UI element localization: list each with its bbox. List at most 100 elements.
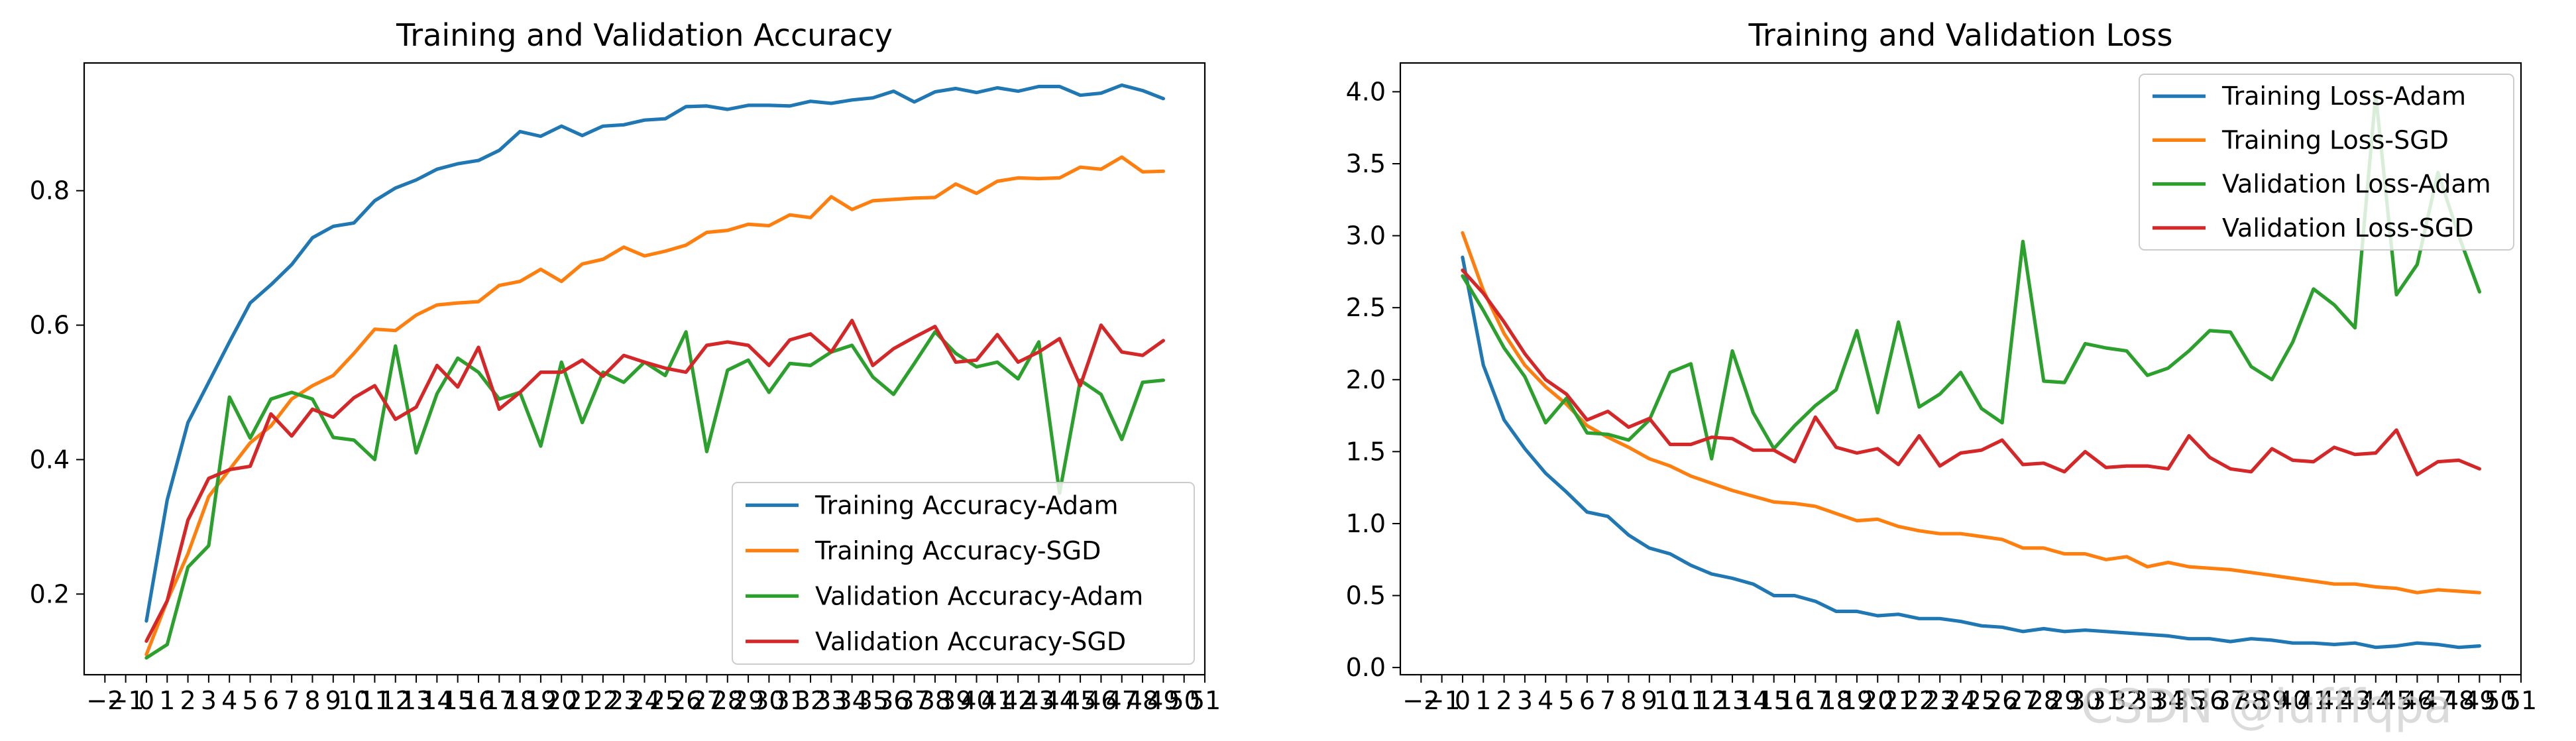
y-tick-label: 0.6 [30, 311, 70, 340]
x-tick-label: 17 [483, 686, 515, 715]
chart-title: Training and Validation Loss [1748, 17, 2173, 53]
x-tick-label: 43 [2339, 686, 2371, 715]
x-tick-label: 2 [180, 686, 196, 715]
x-tick-label: 4 [1538, 686, 1553, 715]
x-tick-label: 5 [1558, 686, 1574, 715]
x-tick-label: 51 [1189, 686, 1221, 715]
x-tick-label: 10 [1654, 686, 1686, 715]
x-tick-label: 7 [284, 686, 300, 715]
y-tick-label: 0.4 [30, 445, 70, 474]
x-tick-label: 22 [1903, 686, 1935, 715]
x-tick-label: 50 [1168, 686, 1200, 715]
y-tick-label: 0.0 [1346, 653, 1386, 682]
watermark: CSDN @lufffqpa [2081, 679, 2452, 734]
x-tick-label: 11 [359, 686, 390, 715]
x-tick-label: 12 [380, 686, 412, 715]
x-tick-label: 2 [1496, 686, 1512, 715]
x-tick-label: 30 [2069, 686, 2101, 715]
x-tick-label: −2 [1402, 686, 1439, 715]
x-tick-label: 41 [2298, 686, 2329, 715]
accuracy-chart: Training and Validation Accuracy−2−10 1 2 3… [30, 17, 1221, 715]
x-tick-label: 34 [2152, 686, 2184, 715]
x-tick-label: 10 [338, 686, 370, 715]
x-tick-label: 48 [1127, 686, 1158, 715]
x-tick-label: 36 [877, 686, 909, 715]
series-line-4 [144, 318, 1166, 643]
x-tick-label: 20 [545, 686, 577, 715]
x-tick-label: 23 [608, 686, 640, 715]
legend-box [2139, 74, 2514, 251]
x-tick-label: 25 [1966, 686, 1997, 715]
y-tick-label: 1.5 [1346, 437, 1386, 466]
x-tick-label: 1 [1475, 686, 1491, 715]
x-tick-label: −1 [107, 686, 144, 715]
x-tick-label: 31 [2090, 686, 2122, 715]
x-tick-label: 38 [2235, 686, 2267, 715]
x-tick-label: 31 [774, 686, 806, 715]
x-tick-label: 17 [1799, 686, 1831, 715]
legend-label: Validation Loss-SGD [2222, 213, 2474, 243]
x-tick-label: 49 [2463, 686, 2495, 715]
x-tick-label: 28 [712, 686, 744, 715]
x-tick-label: 44 [1044, 686, 1076, 715]
x-tick-label: 46 [2401, 686, 2433, 715]
x-tick-label: 39 [940, 686, 972, 715]
x-tick-label: 21 [1882, 686, 1914, 715]
x-tick-label: 24 [1944, 686, 1976, 715]
x-tick-label: 37 [2214, 686, 2246, 715]
x-tick-label: 35 [2173, 686, 2205, 715]
y-tick-label: 3.5 [1346, 149, 1386, 178]
x-tick-label: 18 [1820, 686, 1852, 715]
legend-label: Training Loss-Adam [2221, 82, 2466, 111]
x-tick-label: 9 [325, 686, 341, 715]
x-tick-label: 42 [2318, 686, 2350, 715]
x-tick-label: 23 [1924, 686, 1956, 715]
x-tick-label: 5 [242, 686, 258, 715]
y-tick-label: 1.0 [1346, 509, 1386, 538]
legend-label: Training Accuracy-Adam [814, 490, 1118, 520]
x-tick-label: 25 [649, 686, 681, 715]
legend-label: Validation Accuracy-SGD [815, 627, 1126, 656]
legend-label: Training Accuracy-SGD [814, 536, 1101, 565]
x-tick-label: 33 [2131, 686, 2163, 715]
x-tick-label: 18 [504, 686, 535, 715]
x-tick-label: 7 [1600, 686, 1616, 715]
x-tick-label: 49 [1147, 686, 1179, 715]
x-tick-label: 26 [670, 686, 702, 715]
x-tick-label: 27 [691, 686, 722, 715]
y-tick-label: 0.8 [30, 176, 70, 205]
x-tick-label: 15 [1758, 686, 1789, 715]
series-line-2 [144, 155, 1166, 657]
x-tick-label: 6 [263, 686, 279, 715]
x-tick-label: 8 [304, 686, 320, 715]
x-tick-label: 14 [1737, 686, 1769, 715]
x-tick-label: 26 [1986, 686, 2018, 715]
x-tick-label: 4 [221, 686, 237, 715]
x-tick-label: 11 [1675, 686, 1707, 715]
series-line-1 [1461, 255, 2481, 650]
y-tick-label: 3.0 [1346, 221, 1386, 251]
x-tick-label: 16 [1779, 686, 1811, 715]
x-tick-label: 3 [201, 686, 217, 715]
series-line-3 [144, 330, 1166, 660]
x-tick-label: 14 [421, 686, 453, 715]
x-tick-label: 27 [2007, 686, 2039, 715]
x-tick-label: 8 [1620, 686, 1636, 715]
x-tick-label: 28 [2028, 686, 2060, 715]
y-tick-label: 4.0 [1346, 77, 1386, 106]
x-tick-label: 12 [1696, 686, 1728, 715]
x-tick-label: 44 [2360, 686, 2392, 715]
y-tick-label: 0.5 [1346, 581, 1386, 610]
x-tick-label: −2 [86, 686, 123, 715]
y-tick-label: 0.2 [30, 579, 70, 608]
x-tick-label: 42 [1002, 686, 1034, 715]
x-tick-label: 16 [463, 686, 494, 715]
x-tick-label: 20 [1862, 686, 1893, 715]
x-tick-label: 22 [587, 686, 619, 715]
x-tick-label: 47 [1106, 686, 1138, 715]
x-tick-label: 40 [960, 686, 992, 715]
x-tick-label: 46 [1085, 686, 1117, 715]
series-line-3 [1461, 93, 2481, 461]
loss-chart: Training and Validation Loss−2−10 1 2 3 4 5 6 7… [1346, 17, 2538, 715]
x-tick-label: 0 [139, 686, 154, 715]
